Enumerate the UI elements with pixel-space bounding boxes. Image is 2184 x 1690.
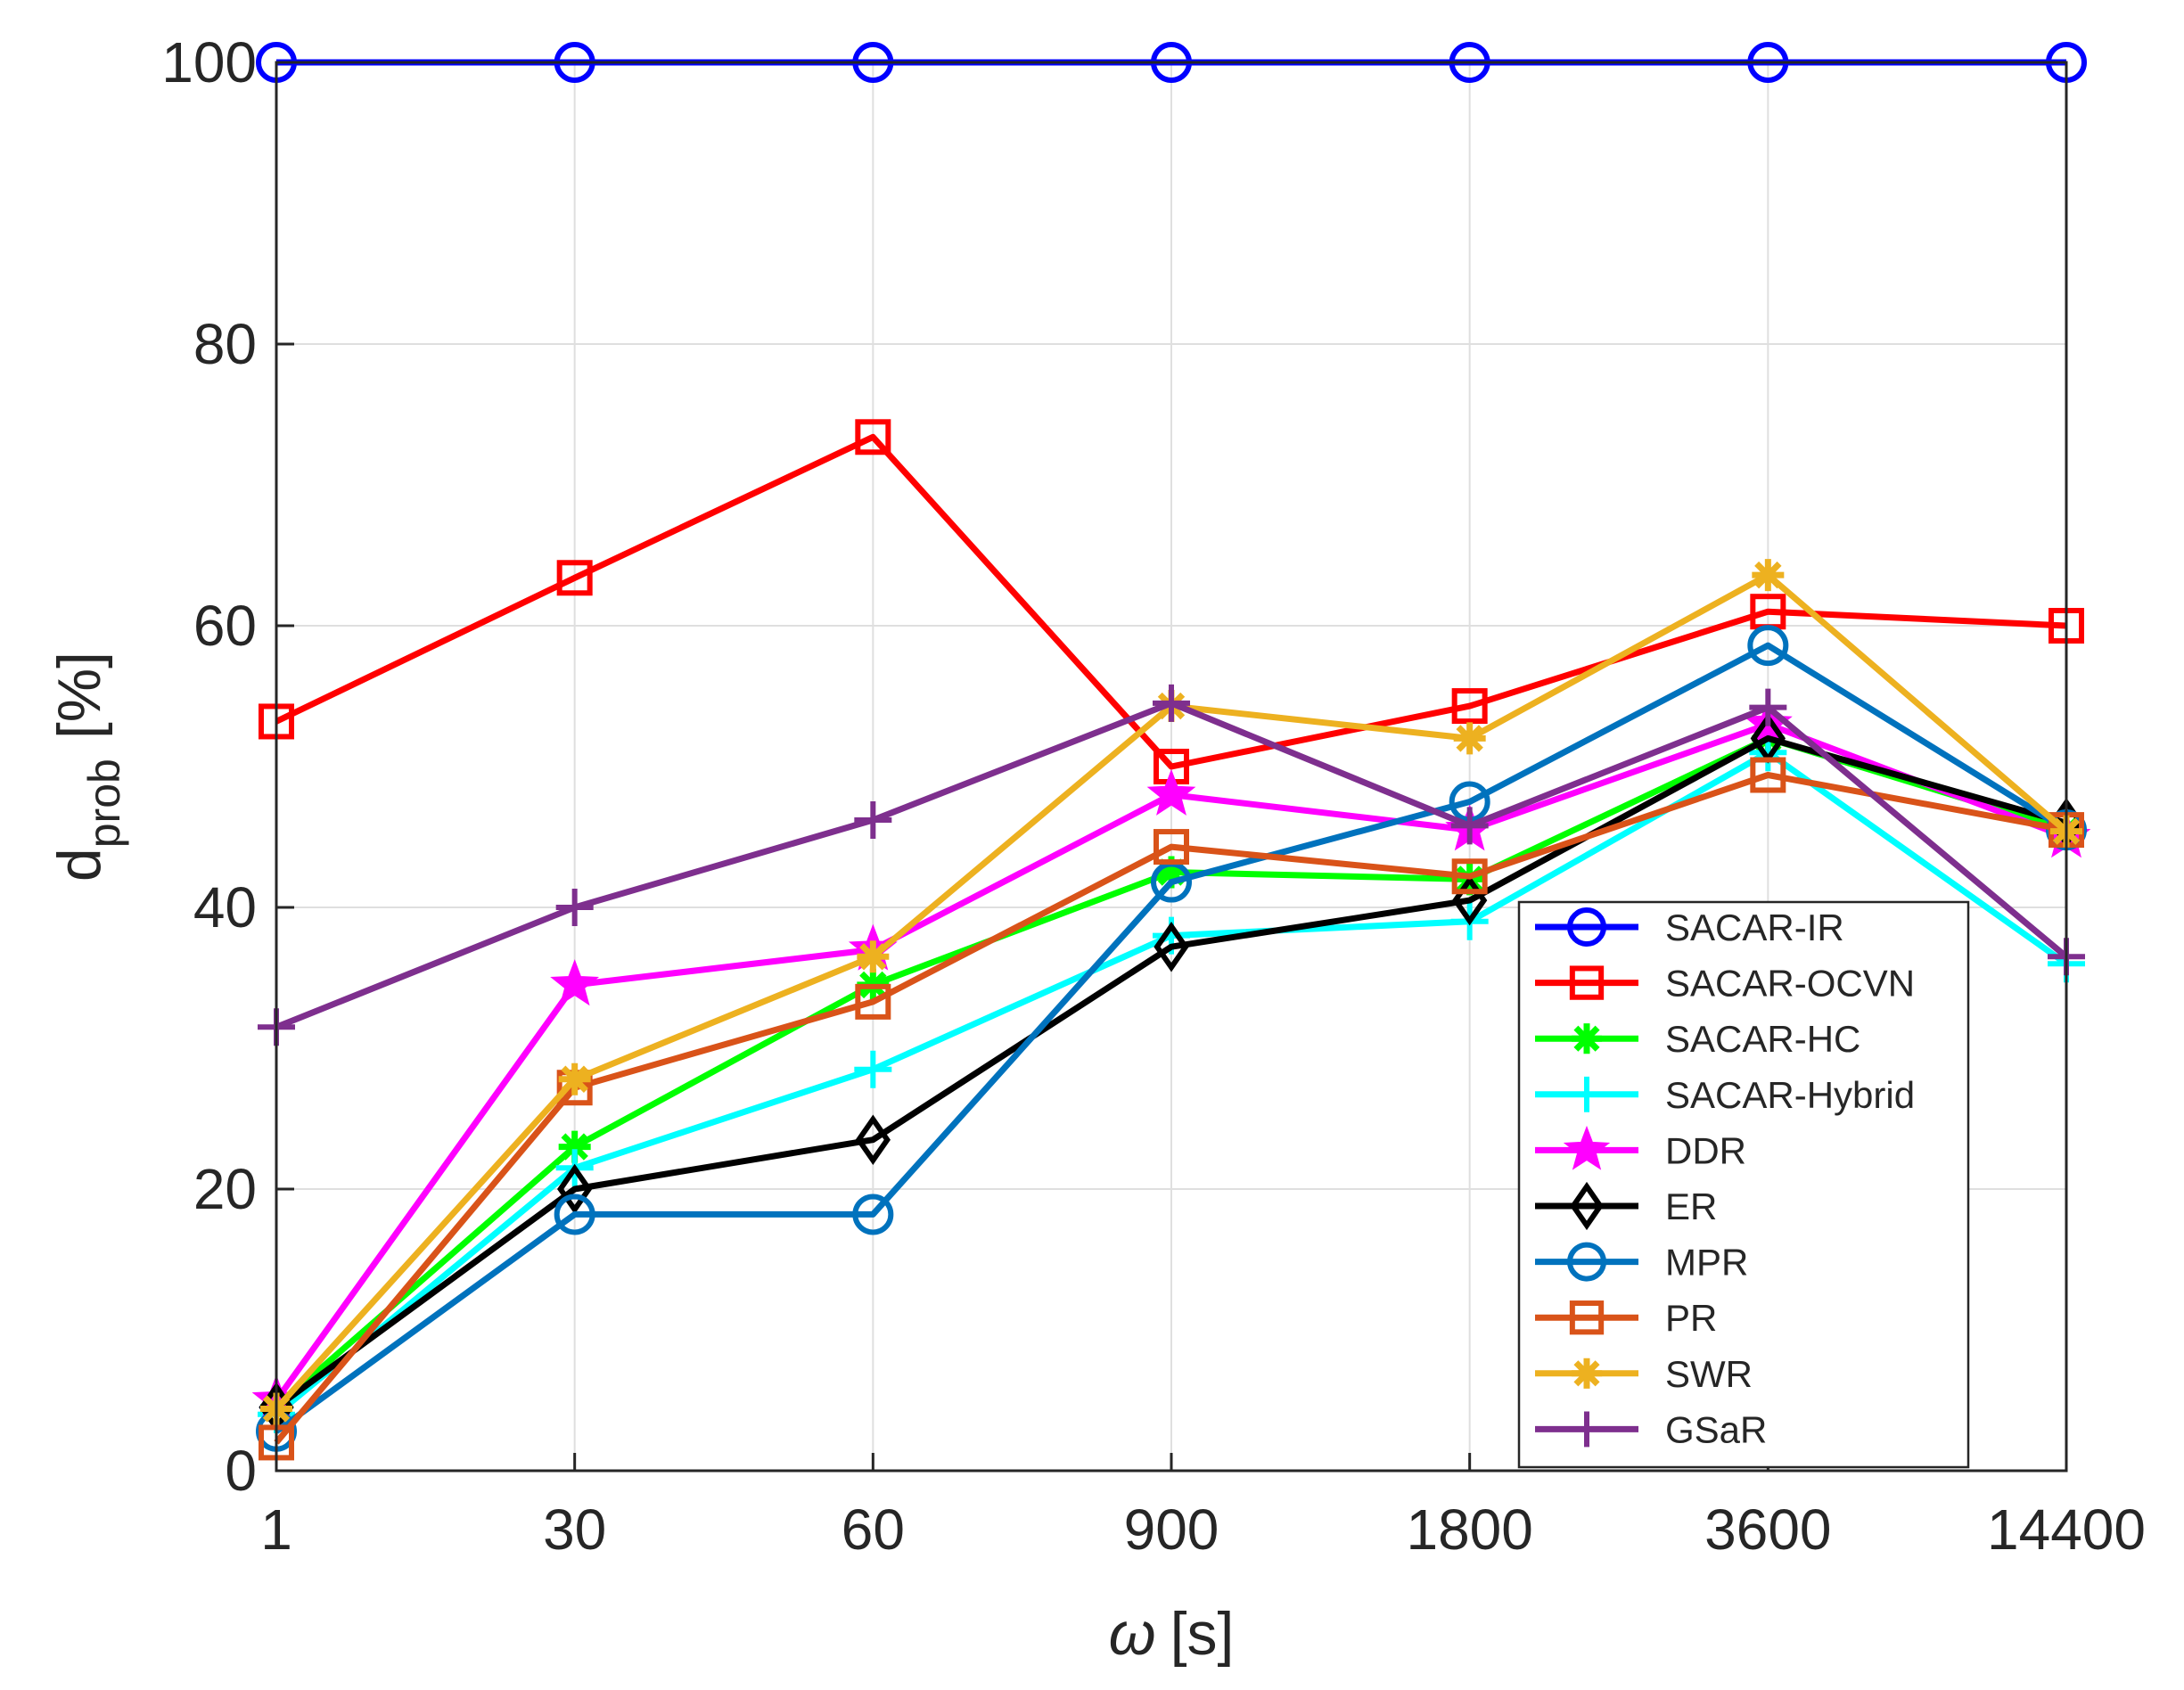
data-point-sacar-hybrid	[854, 1050, 892, 1088]
series-sacar-ocvn	[259, 419, 2084, 784]
legend-item-swr: SWR	[1535, 1353, 1753, 1395]
legend-marker-sacar-hc	[1571, 1023, 1603, 1054]
data-point-gsar	[854, 801, 892, 840]
x-axis-symbol: ω	[1109, 1600, 1156, 1668]
data-point-sacar-ocvn	[556, 560, 593, 596]
legend-label: GSaR	[1665, 1408, 1767, 1450]
data-point-swr	[558, 1062, 591, 1095]
x-tick-label: 60	[842, 1497, 905, 1562]
series-line-er	[274, 734, 2067, 1410]
data-point-pr	[855, 983, 891, 1020]
legend-label: SACAR-IR	[1665, 907, 1844, 948]
tick-labels: 1 30 60 900 1800 3600 14400 0 20 40 60 80 100	[161, 30, 2146, 1562]
legend-marker-ddr	[1563, 1125, 1611, 1170]
data-point-ddr	[1146, 768, 1196, 816]
y-tick-label: 100	[161, 30, 257, 94]
legend-label: PR	[1665, 1297, 1717, 1339]
legend-marker-sacar-ir	[1567, 907, 1606, 947]
legend-marker-sacar-hybrid	[1569, 1076, 1605, 1112]
legend-label: SWR	[1665, 1353, 1753, 1395]
data-point-gsar	[1749, 688, 1787, 726]
x-tick-label: 1	[260, 1497, 292, 1562]
data-point-mpr	[1747, 625, 1789, 667]
legend-marker-sacar-ocvn	[1569, 965, 1605, 1000]
data-point-pr	[1750, 757, 1786, 793]
x-tick-label: 1800	[1406, 1497, 1532, 1562]
legend-label: SACAR-HC	[1665, 1018, 1860, 1060]
x-tick-label: 14400	[1987, 1497, 2146, 1562]
legend-item-sacar-ir: SACAR-IR	[1535, 907, 1844, 948]
legend-item-mpr: MPR	[1535, 1242, 1748, 1284]
legend-item-ddr: DDR	[1535, 1125, 1746, 1171]
y-axis-main: d	[45, 848, 113, 882]
y-tick-label: 60	[193, 594, 257, 658]
x-axis-unit: [s]	[1170, 1600, 1235, 1668]
legend-item-sacar-hybrid: SACAR-Hybrid	[1535, 1074, 1915, 1116]
data-point-swr	[1453, 722, 1486, 755]
legend-item-sacar-ocvn: SACAR-OCVN	[1535, 963, 1915, 1005]
legend-label: ER	[1665, 1185, 1717, 1227]
data-point-ddr	[550, 959, 600, 1006]
y-tick-label: 80	[193, 312, 257, 376]
legend-marker-pr	[1569, 1300, 1605, 1335]
legend: SACAR-IR SACAR-OCVN SACAR-HC SACAR-Hybrid DD…	[1517, 900, 1970, 1469]
legend-marker-gsar	[1569, 1411, 1605, 1448]
legend-label: SACAR-OCVN	[1665, 963, 1915, 1005]
y-tick-label: 40	[193, 875, 257, 939]
x-axis-title: ω [s]	[1109, 1600, 1235, 1668]
data-point-er	[1154, 921, 1189, 972]
y-axis-title: dprob [%]	[45, 652, 129, 882]
legend-marker-er	[1570, 1181, 1604, 1231]
series-line-sacar-ocvn	[275, 433, 2067, 770]
data-point-er	[855, 1114, 891, 1165]
x-tick-label: 3600	[1704, 1497, 1831, 1562]
data-point-sacar-ocvn	[1451, 688, 1488, 725]
data-point-pr	[1451, 858, 1488, 895]
data-point-mpr	[852, 1194, 894, 1235]
y-axis-unit: [%]	[45, 652, 113, 739]
data-point-sacar-hc	[558, 1130, 591, 1163]
data-point-er	[557, 1163, 593, 1215]
ticks	[275, 61, 2068, 1473]
legend-item-er: ER	[1535, 1181, 1717, 1231]
series-line-mpr	[274, 642, 2068, 1434]
legend-item-gsar: GSaR	[1535, 1408, 1767, 1450]
legend-marker-mpr	[1567, 1242, 1606, 1282]
data-point-swr	[857, 940, 890, 973]
data-point-gsar	[555, 889, 594, 926]
data-point-mpr	[554, 1194, 595, 1235]
data-point-sacar-ocvn	[855, 419, 891, 455]
data-point-gsar	[1450, 807, 1489, 845]
y-axis-subscript: prob	[79, 759, 129, 848]
legend-item-pr: PR	[1535, 1297, 1717, 1339]
data-point-pr	[1154, 829, 1189, 866]
data-point-swr	[1752, 559, 1785, 592]
y-tick-label: 20	[193, 1157, 257, 1221]
data-point-sacar-hc	[1155, 856, 1187, 889]
legend-marker-swr	[1571, 1358, 1603, 1389]
legend-label: DDR	[1665, 1129, 1746, 1171]
legend-label: MPR	[1665, 1242, 1748, 1284]
y-tick-label: 0	[225, 1439, 257, 1503]
legend-label: SACAR-Hybrid	[1665, 1074, 1915, 1116]
x-tick-label: 30	[543, 1497, 606, 1562]
data-point-gsar	[1153, 684, 1190, 722]
legend-item-sacar-hc: SACAR-HC	[1535, 1018, 1860, 1060]
x-tick-label: 900	[1124, 1497, 1219, 1562]
